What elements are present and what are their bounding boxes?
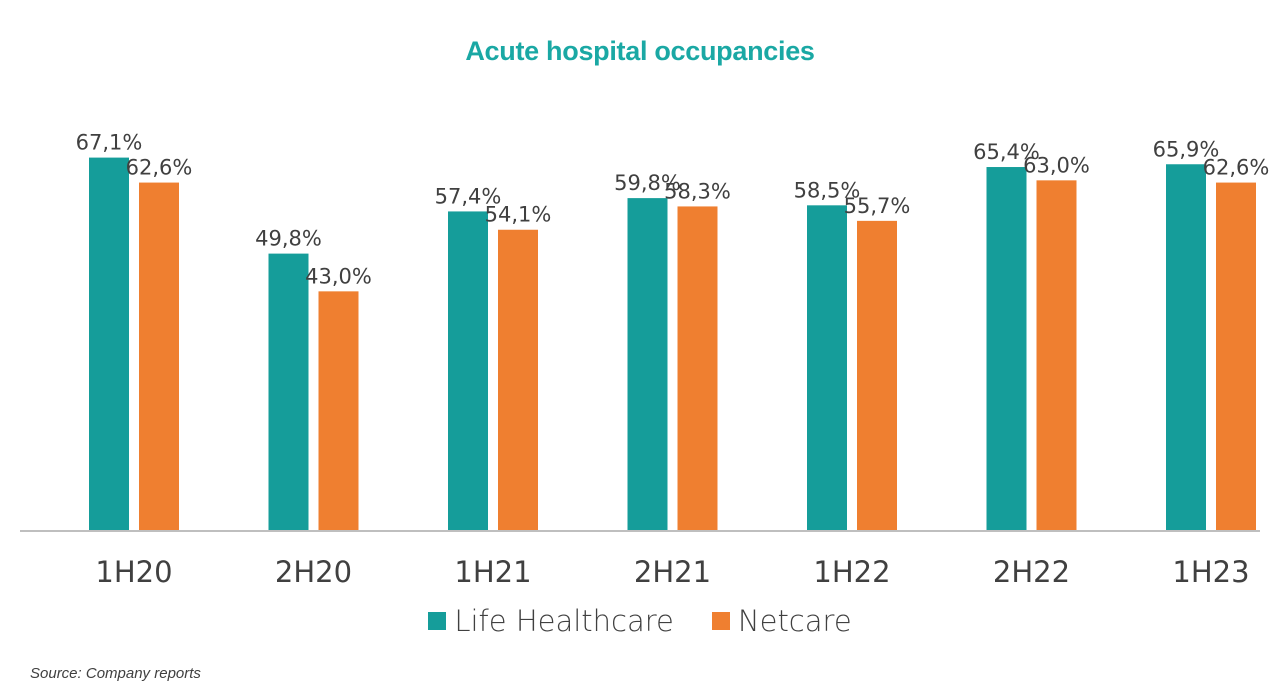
bar-netcare-2h20 <box>318 291 359 530</box>
data-label-life-healthcare-1h22: 58,5% <box>794 178 861 202</box>
data-label-life-healthcare-2h20: 49,8% <box>255 227 322 251</box>
legend-entry-netcare: Netcare <box>711 604 852 638</box>
x-tick-label-1h23: 1H23 <box>1172 555 1249 589</box>
bar-netcare-1h23 <box>1216 182 1256 530</box>
data-label-life-healthcare-1h21: 57,4% <box>435 184 502 208</box>
data-label-netcare-1h20: 62,6% <box>126 156 193 180</box>
x-tick-label-2h21: 2H21 <box>634 555 711 589</box>
source-note: Source: Company reports <box>30 665 201 682</box>
data-label-netcare-2h21: 58,3% <box>664 179 731 203</box>
bar-life-healthcare-2h22 <box>986 167 1027 530</box>
data-label-netcare-1h22: 55,7% <box>844 194 911 218</box>
bar-chart: 67,1%62,6%49,8%43,0%57,4%54,1%59,8%58,3%… <box>20 131 1270 589</box>
data-label-netcare-2h20: 43,0% <box>305 264 372 288</box>
data-label-life-healthcare-1h23: 65,9% <box>1153 137 1220 161</box>
bar-netcare-2h22 <box>1036 180 1077 530</box>
x-tick-label-1h20: 1H20 <box>95 555 172 589</box>
x-tick-label-1h21: 1H21 <box>454 555 531 589</box>
bar-life-healthcare-1h20 <box>89 157 129 530</box>
bar-netcare-1h20 <box>139 182 179 530</box>
x-tick-label-1h22: 1H22 <box>813 555 890 589</box>
bars-layer <box>89 157 1256 531</box>
data-label-life-healthcare-2h22: 65,4% <box>973 140 1040 164</box>
labels-layer: 67,1%62,6%49,8%43,0%57,4%54,1%59,8%58,3%… <box>76 131 1270 289</box>
chart-title: Acute hospital occupancies <box>465 36 815 66</box>
chart-legend: Life Healthcare Netcare <box>0 604 1280 638</box>
data-label-netcare-2h22: 63,0% <box>1023 153 1090 177</box>
legend-swatch-netcare <box>711 612 730 630</box>
bar-netcare-1h22 <box>857 220 897 531</box>
bar-life-healthcare-1h22 <box>807 205 847 530</box>
data-label-netcare-1h21: 54,1% <box>485 203 552 227</box>
bar-life-healthcare-1h23 <box>1166 164 1206 530</box>
x-tick-label-2h22: 2H22 <box>993 555 1070 589</box>
data-label-life-healthcare-1h20: 67,1% <box>76 131 143 155</box>
x-tick-labels: 1H20 2H20 1H21 2H21 1H22 2H22 1H23 <box>95 555 1249 589</box>
bar-netcare-2h21 <box>677 206 718 530</box>
legend-label-life-healthcare: Life Healthcare <box>454 604 674 638</box>
data-label-netcare-1h23: 62,6% <box>1203 156 1270 180</box>
bar-netcare-1h21 <box>498 229 538 530</box>
bar-life-healthcare-2h20 <box>268 253 309 531</box>
legend-entry-life-healthcare: Life Healthcare <box>428 604 674 638</box>
legend-label-netcare: Netcare <box>737 604 852 638</box>
bar-life-healthcare-2h21 <box>627 198 668 531</box>
data-label-life-healthcare-2h21: 59,8% <box>614 171 681 195</box>
legend-swatch-life-healthcare <box>428 612 447 630</box>
x-tick-label-2h20: 2H20 <box>275 555 352 589</box>
bar-life-healthcare-1h21 <box>448 211 488 530</box>
